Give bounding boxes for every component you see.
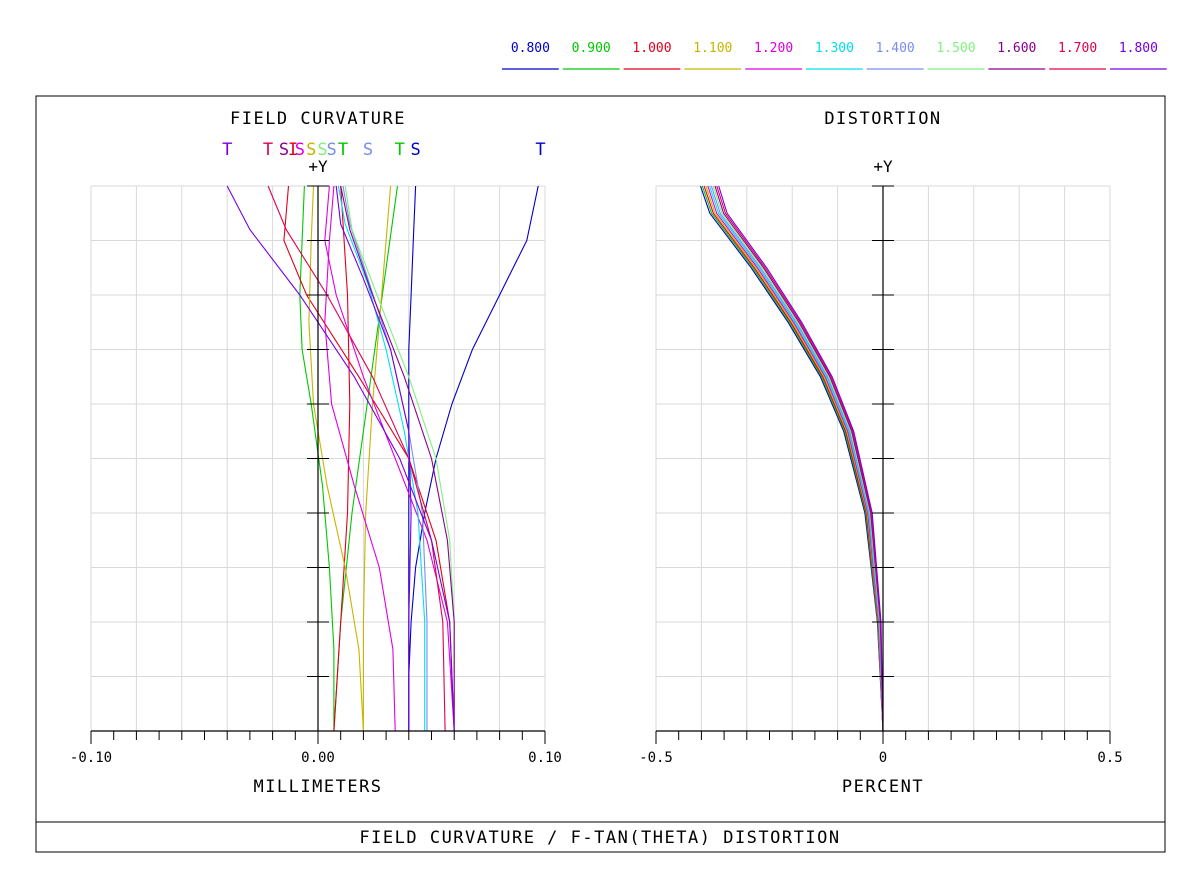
field-curvature-axes — [90, 185, 546, 744]
legend-label: 1.500 — [936, 41, 975, 56]
legend-label: 1.300 — [815, 41, 854, 56]
field-curvature-top-mark: T — [395, 140, 405, 160]
series-line — [362, 185, 392, 731]
series-line — [283, 185, 455, 732]
series-line — [324, 185, 455, 732]
x-tick-label: -0.5 — [639, 750, 673, 766]
legend-label: 1.200 — [754, 41, 793, 56]
field-curvature-title: FIELD CURVATURE — [230, 109, 406, 129]
series-line — [324, 185, 396, 732]
legend-label: 1.700 — [1058, 41, 1097, 56]
distortion-panel: DISTORTION +Y -0.5 0 0.5 PERCENT — [639, 109, 1123, 797]
series-line — [718, 185, 884, 732]
x-tick-label: 0.00 — [301, 750, 335, 766]
legend-label: 1.000 — [632, 41, 671, 56]
legend-label: 0.900 — [572, 41, 611, 56]
field-curvature-top-mark: T — [222, 140, 232, 160]
legend-label: 1.600 — [997, 41, 1036, 56]
legend-label: 1.400 — [876, 41, 915, 56]
chart-frame — [35, 95, 1166, 853]
field-curvature-x-label: MILLIMETERS — [253, 777, 382, 797]
legend: 0.800 0.900 1.000 1.100 1.200 1.300 1.400 1.500… — [502, 41, 1167, 70]
distortion-x-label: PERCENT — [842, 777, 924, 797]
field-curvature-top-mark: S — [279, 140, 289, 160]
legend-label: 0.800 — [511, 41, 550, 56]
distortion-series — [699, 185, 884, 732]
series-line — [308, 185, 364, 732]
distortion-y-label: +Y — [873, 157, 893, 176]
field-curvature-top-mark: I — [288, 140, 298, 160]
field-curvature-panel: FIELD CURVATURE T T SIS S SS T S T S T +Y -0.10 0.… — [70, 109, 562, 797]
field-curvature-top-mark: T — [338, 140, 348, 160]
x-tick-label: 0 — [879, 750, 887, 766]
x-tick-label: 0.10 — [528, 750, 562, 766]
x-tick-label: 0.5 — [1097, 750, 1122, 766]
field-curvature-top-mark: S — [295, 140, 305, 160]
distortion-title: DISTORTION — [824, 109, 941, 129]
series-line — [267, 185, 446, 732]
field-curvature-top-marks: T T SIS S SS T S T S T — [222, 140, 546, 160]
footer-title: FIELD CURVATURE / F-TAN(THETA) DISTORTIO… — [359, 828, 840, 848]
distortion-tick-labels: -0.5 0 0.5 — [639, 750, 1123, 766]
field-curvature-top-mark: S — [326, 140, 336, 160]
field-curvature-top-mark: S — [363, 140, 373, 160]
field-curvature-top-mark: S — [317, 140, 327, 160]
series-line — [340, 185, 455, 731]
field-curvature-y-label: +Y — [308, 157, 328, 176]
legend-label: 1.800 — [1119, 41, 1158, 56]
field-curvature-tick-labels: -0.10 0.00 0.10 — [70, 750, 562, 766]
series-line — [333, 185, 351, 732]
field-curvature-top-mark: S — [306, 140, 316, 160]
series-line — [226, 185, 455, 732]
field-curvature-top-mark: T — [263, 140, 273, 160]
field-curvature-top-mark: T — [535, 140, 545, 160]
x-tick-label: -0.10 — [70, 750, 112, 766]
distortion-axes — [655, 185, 1111, 744]
series-line — [335, 185, 412, 731]
series-line — [337, 185, 426, 731]
legend-label: 1.100 — [693, 41, 732, 56]
field-curvature-top-mark: S — [410, 140, 420, 160]
